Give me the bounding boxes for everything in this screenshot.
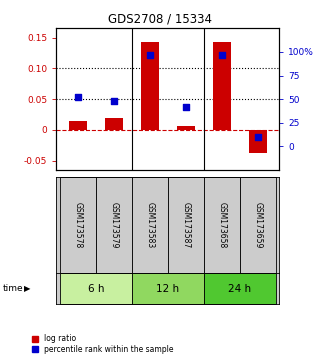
Point	[75, 95, 80, 100]
Legend: log ratio, percentile rank within the sample: log ratio, percentile rank within the sa…	[32, 335, 174, 354]
Point	[255, 134, 260, 140]
Bar	[60, 273, 132, 304]
Text: 12 h: 12 h	[156, 284, 179, 293]
Bar	[240, 177, 276, 273]
Bar	[60, 177, 96, 273]
Text: ▶: ▶	[24, 284, 30, 293]
Text: 24 h: 24 h	[228, 284, 251, 293]
Bar	[132, 177, 168, 273]
Bar	[168, 177, 204, 273]
Point	[147, 52, 152, 58]
Bar	[177, 126, 195, 130]
Bar	[105, 118, 123, 130]
Text: 6 h: 6 h	[88, 284, 104, 293]
Bar	[141, 42, 159, 130]
Text: GSM173587: GSM173587	[181, 202, 190, 248]
Text: GSM173578: GSM173578	[73, 202, 82, 248]
Text: GSM173659: GSM173659	[253, 201, 262, 248]
Text: GDS2708 / 15334: GDS2708 / 15334	[108, 12, 213, 25]
Point	[183, 104, 188, 109]
Text: time: time	[3, 284, 24, 293]
Bar	[204, 273, 276, 304]
Text: GSM173658: GSM173658	[217, 202, 226, 248]
Bar	[69, 121, 87, 130]
Text: GSM173583: GSM173583	[145, 202, 154, 248]
Bar	[204, 177, 240, 273]
Text: GSM173579: GSM173579	[109, 201, 118, 248]
Bar	[249, 130, 267, 153]
Bar	[132, 273, 204, 304]
Bar	[96, 177, 132, 273]
Point	[219, 52, 224, 58]
Bar	[213, 42, 231, 130]
Point	[111, 98, 116, 104]
